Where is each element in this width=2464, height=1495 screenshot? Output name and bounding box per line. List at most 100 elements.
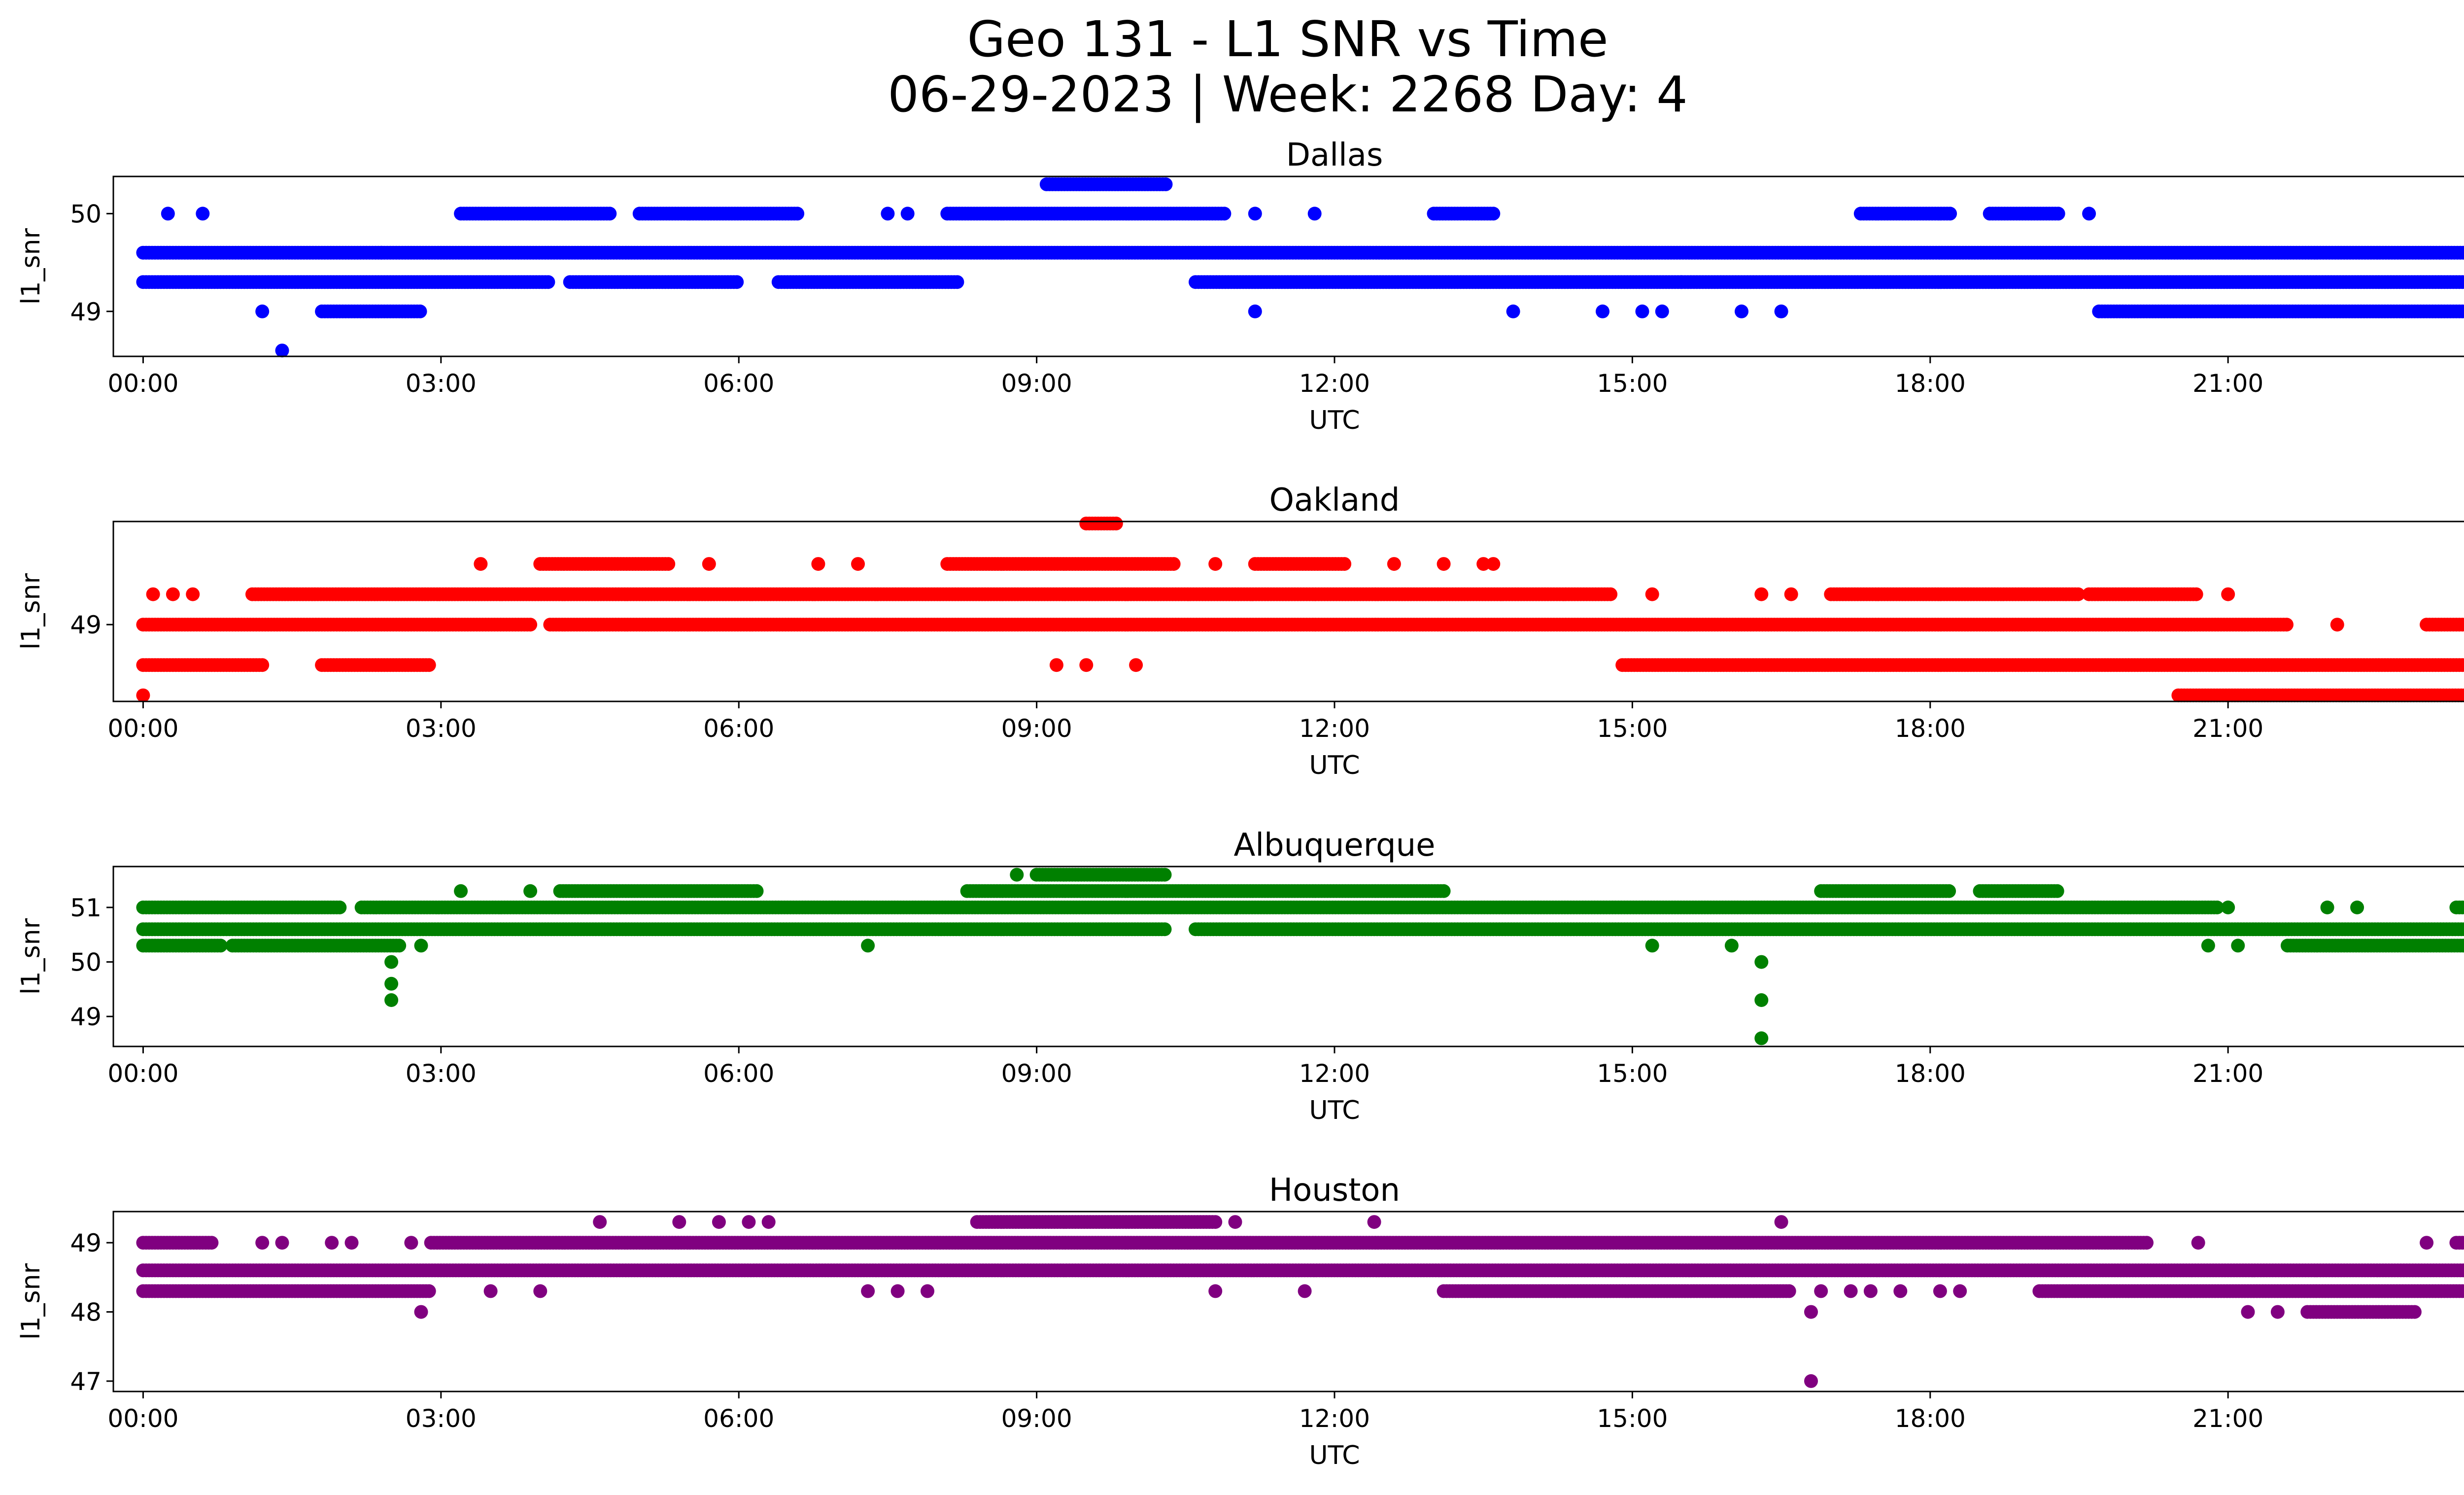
data-point: [1735, 304, 1748, 318]
x-tick-label: 06:00: [703, 369, 774, 398]
data-point: [2350, 901, 2364, 914]
figure-title-line2: 06-29-2023 | Week: 2268 Day: 4: [888, 66, 1688, 123]
data-point: [333, 901, 347, 914]
data-point: [900, 207, 915, 221]
data-point: [661, 557, 676, 571]
data-point: [1943, 207, 1957, 221]
data-point: [2210, 901, 2224, 914]
data-point: [1387, 557, 1401, 571]
x-axis-label: UTC: [1309, 406, 1360, 435]
data-points: [136, 517, 2464, 702]
data-point: [1604, 587, 1618, 601]
data-point: [2461, 277, 2464, 288]
data-point: [2461, 619, 2464, 630]
data-point: [2221, 587, 2235, 601]
data-point: [851, 557, 865, 571]
data-point: [136, 688, 150, 702]
data-point: [790, 207, 805, 221]
data-point: [1506, 304, 1520, 318]
x-tick-label: 21:00: [2192, 369, 2263, 398]
data-point: [1596, 304, 1609, 318]
data-point: [1307, 207, 1322, 221]
data-point: [1635, 304, 1649, 318]
data-point: [1217, 207, 1232, 221]
data-point: [2071, 587, 2085, 601]
data-point: [1754, 587, 1769, 601]
data-point: [811, 557, 825, 571]
data-points: [136, 868, 2464, 1045]
x-tick-label: 09:00: [1001, 369, 1072, 398]
data-point: [603, 207, 617, 221]
data-point: [413, 304, 427, 318]
data-point: [1049, 658, 1063, 672]
axes-frame: [112, 521, 2464, 702]
data-point: [541, 275, 555, 289]
data-point: [2461, 902, 2464, 913]
x-tick-label: 15:00: [1597, 714, 1668, 743]
data-point: [2189, 587, 2203, 601]
data-point: [255, 658, 270, 672]
data-point: [881, 207, 895, 221]
data-point: [1774, 304, 1788, 318]
y-tick-label: 49: [70, 611, 102, 639]
data-point: [1159, 177, 1173, 191]
data-point: [146, 587, 160, 601]
data-point: [2221, 901, 2235, 914]
x-tick-label: 03:00: [406, 369, 477, 398]
subplot-title: Oakland: [1269, 482, 1400, 519]
data-point: [1208, 557, 1223, 571]
x-tick-label: 15:00: [1597, 369, 1668, 398]
axes-frame: [112, 175, 2464, 357]
data-point: [275, 344, 289, 358]
data-point: [422, 658, 436, 672]
data-point: [474, 557, 488, 571]
data-point: [1486, 557, 1501, 571]
data-point: [2051, 207, 2065, 221]
data-point: [1079, 658, 1094, 672]
x-tick-label: 00:00: [107, 714, 178, 743]
data-point: [186, 587, 200, 601]
y-axis-label: l1_snr: [16, 573, 46, 650]
data-point: [2461, 306, 2464, 317]
data-points: [136, 177, 2464, 358]
subplot-title: Albuquerque: [1233, 827, 1435, 864]
data-point: [950, 275, 964, 289]
data-point: [1645, 587, 1659, 601]
data-point: [1248, 207, 1262, 221]
data-point: [2460, 689, 2464, 701]
data-point: [2461, 660, 2464, 671]
x-tick-label: 12:00: [1299, 369, 1370, 398]
data-point: [2459, 246, 2464, 259]
x-axis-label: UTC: [1309, 751, 1360, 780]
data-point: [2082, 207, 2096, 221]
data-point: [1337, 557, 1352, 571]
data-point: [1248, 304, 1262, 318]
x-tick-label: 03:00: [406, 714, 477, 743]
data-point: [1784, 587, 1798, 601]
data-point: [1129, 658, 1143, 672]
y-tick-label: 50: [70, 200, 102, 228]
y-axis-label: l1_snr: [16, 228, 46, 305]
x-tick-label: 21:00: [2192, 714, 2263, 743]
data-point: [523, 618, 538, 632]
data-point: [196, 207, 210, 221]
data-point: [1437, 557, 1451, 571]
data-point: [161, 207, 175, 221]
data-point: [1476, 557, 1491, 571]
data-point: [1655, 304, 1669, 318]
data-point: [166, 587, 180, 601]
data-point: [2280, 618, 2293, 632]
data-point: [702, 557, 716, 571]
data-point: [1166, 557, 1181, 571]
x-tick-label: 18:00: [1895, 369, 1966, 398]
data-point: [730, 275, 744, 289]
data-point: [2462, 248, 2464, 257]
x-tick-label: 00:00: [107, 369, 178, 398]
data-point: [1109, 517, 1123, 531]
x-tick-label: 06:00: [703, 714, 774, 743]
